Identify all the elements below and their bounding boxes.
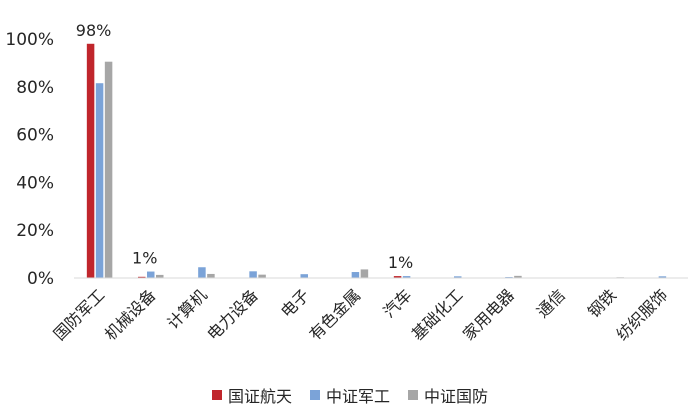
bar-2-2 xyxy=(207,273,215,278)
legend-label: 中证国防 xyxy=(424,387,489,406)
chart-legend: 国证航天 中证军工 中证国防 xyxy=(0,383,700,407)
x-tick-label: 钢铁 xyxy=(584,285,620,321)
legend-item-1: 中证军工 xyxy=(309,383,390,407)
x-tick-label: 机械设备 xyxy=(101,285,160,344)
bar-2-1 xyxy=(198,267,206,278)
legend-item-0: 国证航天 xyxy=(211,383,292,407)
bar-5-2 xyxy=(360,269,369,278)
bar-1-2 xyxy=(156,274,164,278)
y-tick-label: 80% xyxy=(16,78,54,98)
legend-swatch xyxy=(408,390,418,400)
data-label-2: 1% xyxy=(388,253,413,272)
x-tick-label: 通信 xyxy=(533,285,569,321)
bar-3-1 xyxy=(249,271,257,278)
bar-0-0 xyxy=(86,43,95,278)
y-tick-label: 0% xyxy=(27,269,54,289)
bar-1-1 xyxy=(147,271,155,278)
x-tick-label: 国防军工 xyxy=(50,285,109,344)
x-tick-label: 电子 xyxy=(277,285,313,321)
legend-item-2: 中证国防 xyxy=(408,383,488,407)
bar-1-0 xyxy=(138,276,146,278)
bar-5-1 xyxy=(351,272,360,278)
y-tick-label: 60% xyxy=(16,126,54,146)
x-tick-label: 计算机 xyxy=(163,285,210,332)
bar-4-1 xyxy=(300,274,308,278)
bar-0-2 xyxy=(104,61,113,278)
y-axis-labels: 0% 20% 40% 60% 80% 100% xyxy=(5,30,54,289)
bar-0-1 xyxy=(95,83,104,278)
x-tick-label: 电力设备 xyxy=(203,285,262,344)
data-labels: 98% 1% 1% xyxy=(76,21,413,272)
y-tick-label: 100% xyxy=(5,30,54,50)
x-tick-label: 基础化工 xyxy=(408,285,467,344)
legend-swatch xyxy=(211,390,222,400)
data-label-0: 98% xyxy=(76,21,112,40)
bar-6-1 xyxy=(402,276,411,278)
x-tick-label: 家用电器 xyxy=(459,285,518,344)
legend-label: 中证军工 xyxy=(325,387,390,406)
x-tick-label: 有色金属 xyxy=(306,285,365,344)
bar-6-0 xyxy=(393,276,402,278)
y-tick-label: 40% xyxy=(16,173,54,193)
y-tick-label: 20% xyxy=(16,221,54,241)
data-label-1: 1% xyxy=(132,249,157,268)
bar-8-2 xyxy=(514,275,522,278)
legend-swatch xyxy=(309,390,320,400)
x-tick-label: 纺织服饰 xyxy=(613,285,672,344)
bar-3-2 xyxy=(258,274,266,278)
bars xyxy=(86,43,667,278)
bar-7-1 xyxy=(454,276,462,278)
legend-label: 国证航天 xyxy=(227,387,292,406)
x-tick-label: 汽车 xyxy=(379,285,415,321)
bar-11-1 xyxy=(658,276,667,278)
